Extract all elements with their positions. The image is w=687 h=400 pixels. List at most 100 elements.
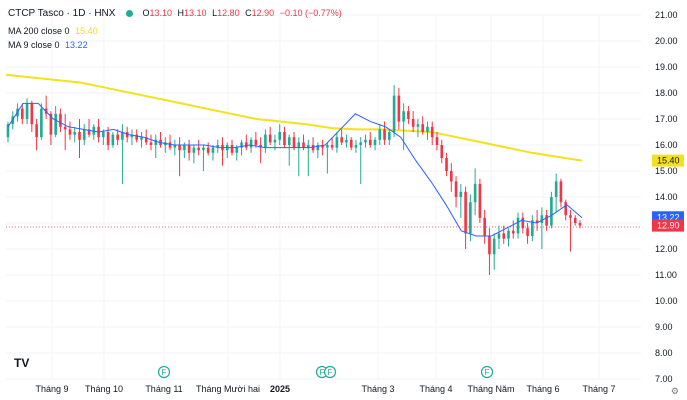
ohlc-high-key: H [177,8,185,18]
price-tick-label: 8.00 [655,348,673,358]
candle-body [345,139,348,143]
ma9-line [7,102,583,237]
time-tick-label: Tháng 7 [582,384,615,394]
dividend-event-marker[interactable]: F [157,365,171,379]
candle-body [392,95,396,132]
candle-body [368,139,372,145]
price-axis[interactable]: 21.00 20.00 19.00 18.00 17.00 16.00 15.00 14.00… [655,10,678,384]
candle-body [20,108,24,119]
ohlc-close-key: C [245,8,252,18]
candle-body [311,145,315,151]
event-letter: F [320,368,325,377]
candle-body [35,124,38,138]
candle-body [264,134,267,148]
candle-body [273,139,277,143]
candle-body [326,145,329,148]
time-tick-label: Tháng Năm [467,384,514,394]
ma200-legend-label[interactable]: MA 200 close 0 [8,26,70,36]
time-axis[interactable]: Tháng 9 Tháng 10 Tháng 11 Tháng Mười hai 202… [35,384,615,394]
event-letter: F [162,368,167,377]
candle-body [245,142,248,148]
change-value: −0.10 (−0.77%) [279,8,342,18]
time-tick-label: Tháng Mười hai [196,384,260,394]
candle-body [383,129,386,140]
candle-body [254,139,258,145]
candle-body [388,132,391,140]
settings-icon[interactable]: ⚙ [670,386,679,396]
candle-body [140,137,143,140]
candle-body [59,113,62,127]
candle-body [278,132,282,140]
candle-body [531,220,534,236]
candle-body [183,145,186,151]
candle-body [6,124,10,138]
candle-body [178,145,181,151]
time-tick-label: Tháng 11 [145,384,182,394]
candle-body [469,202,472,234]
last-price-badge: 12.90 [652,219,684,232]
candle-body [192,147,196,153]
event-circle [323,365,337,379]
tradingview-logo[interactable]: TV [14,356,30,370]
candle-body [511,230,515,234]
ma200-price-badge: 15.40 [652,154,684,167]
ohlc-low-value: 12.80 [217,8,240,18]
candle-body [149,142,153,145]
candles [6,85,582,275]
candle-body [292,137,296,148]
candle-body [445,158,448,171]
badge-text: 13.22 [657,212,680,222]
candle-body [502,233,506,239]
candle-body [202,147,205,151]
candle-body [30,103,34,125]
candle-body [359,142,363,145]
candle-body [268,134,272,143]
price-tick-label: 12.00 [655,244,678,254]
price-tick-label: 17.00 [655,114,678,124]
candle-body [230,145,234,153]
ma9-legend-label[interactable]: MA 9 close 0 [8,40,60,50]
price-tick-label: 7.00 [655,374,673,384]
candle-body [121,132,124,140]
time-tick-label: Tháng 9 [35,384,68,394]
candle-body [488,236,491,255]
candle-body [516,217,520,234]
candle-body [497,233,501,239]
candle-body [459,191,463,197]
candle-body [235,147,239,153]
candle-body [154,139,158,145]
ohlc-high-value: 13.10 [184,8,207,18]
candle-body [564,202,568,216]
badge-text: 15.40 [657,156,680,166]
ma9-legend[interactable]: MA 9 close 0 13.22 [8,40,88,50]
candle-body [330,145,334,148]
candle-body [173,145,177,148]
symbol-legend[interactable]: CTCP Tasco · 1D · HNX O13.10 H13.10 L12.… [8,8,342,19]
candle-body [54,113,57,135]
candle-body [82,129,86,140]
price-tick-label: 11.00 [655,270,677,280]
symbol-title[interactable]: CTCP Tasco · 1D · HNX [8,8,116,19]
badge-text: 12.90 [657,221,680,231]
candle-body [573,217,577,223]
time-tick-label: Tháng 10 [85,384,123,394]
ma200-legend[interactable]: MA 200 close 0 15.40 [8,26,98,36]
price-tick-label: 16.00 [655,140,678,150]
candle-body [526,228,529,236]
candle-body [430,126,434,138]
candle-body [25,103,29,119]
market-status-icon[interactable] [125,10,133,18]
candle-body [302,142,305,148]
price-tick-label: 20.00 [655,36,678,46]
dividend-event-marker[interactable]: F [323,365,337,379]
candle-body [240,142,243,148]
dividend-event-marker[interactable]: F [480,365,494,379]
candle-body [49,113,53,135]
candle-body [464,191,467,234]
candle-body [378,129,382,140]
price-tick-label: 21.00 [655,10,678,20]
candle-body [407,111,410,119]
